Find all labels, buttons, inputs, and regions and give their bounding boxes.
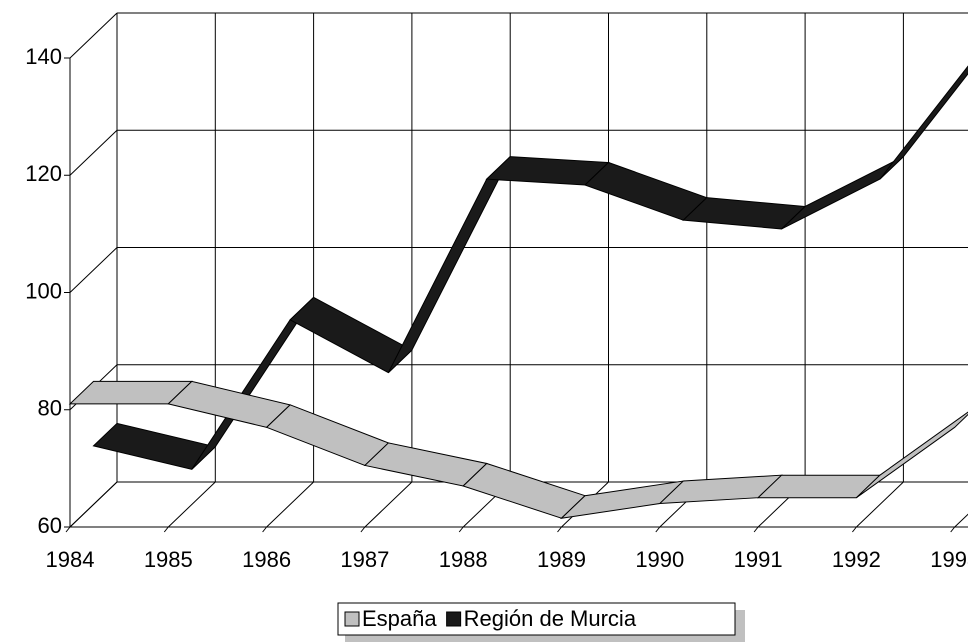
x-tick-label: 1985 xyxy=(144,547,193,572)
tick-mark xyxy=(163,526,169,533)
legend-swatch xyxy=(446,611,462,627)
ribbon-segment xyxy=(879,65,968,180)
ribbon-segment xyxy=(265,404,390,467)
y-tick-label: 120 xyxy=(25,161,62,186)
floor-line xyxy=(167,481,216,528)
legend-box xyxy=(337,602,736,636)
tick-mark xyxy=(557,526,562,533)
y-tick-label: 140 xyxy=(25,44,62,69)
ribbon-segment xyxy=(387,156,511,373)
y-tick-label: 60 xyxy=(38,513,62,538)
tick-mark xyxy=(458,526,464,533)
x-tick-label: 1986 xyxy=(242,547,291,572)
floor-line xyxy=(266,481,314,528)
floor-line xyxy=(69,481,118,528)
ribbon-segment xyxy=(363,442,488,487)
tick-mark xyxy=(753,526,759,533)
x-tick-label: 1988 xyxy=(439,547,488,572)
floor-line xyxy=(364,481,413,528)
floor-line xyxy=(856,481,904,528)
y-tick-label: 80 xyxy=(38,396,62,421)
grid-line xyxy=(69,129,118,176)
x-tick-label: 1993 xyxy=(930,547,968,572)
floor-line xyxy=(954,513,968,528)
ribbon-segment xyxy=(658,474,783,505)
ribbon-segment xyxy=(781,156,904,230)
tick-mark xyxy=(950,526,956,533)
x-tick-label: 1984 xyxy=(46,547,95,572)
x-tick-label: 1987 xyxy=(340,547,389,572)
ribbon-segment xyxy=(584,161,708,221)
y-tick-label: 100 xyxy=(25,278,62,303)
tick-mark xyxy=(262,526,267,533)
legend-swatch xyxy=(344,611,360,627)
tick-mark xyxy=(655,526,661,533)
tick-mark xyxy=(65,526,71,533)
legend: España Región de Murcia xyxy=(337,602,745,642)
tick-mark xyxy=(360,526,366,533)
legend-label: Región de Murcia xyxy=(464,606,637,631)
legend-label: España xyxy=(362,606,437,631)
x-tick-label: 1990 xyxy=(635,547,684,572)
x-tick-label: 1991 xyxy=(734,547,783,572)
tick-mark xyxy=(852,526,857,533)
x-tick-label: 1989 xyxy=(537,547,586,572)
grid-line xyxy=(69,247,118,293)
ribbon-segment xyxy=(856,411,968,499)
x-tick-label: 1992 xyxy=(832,547,881,572)
grid-line xyxy=(69,12,118,59)
